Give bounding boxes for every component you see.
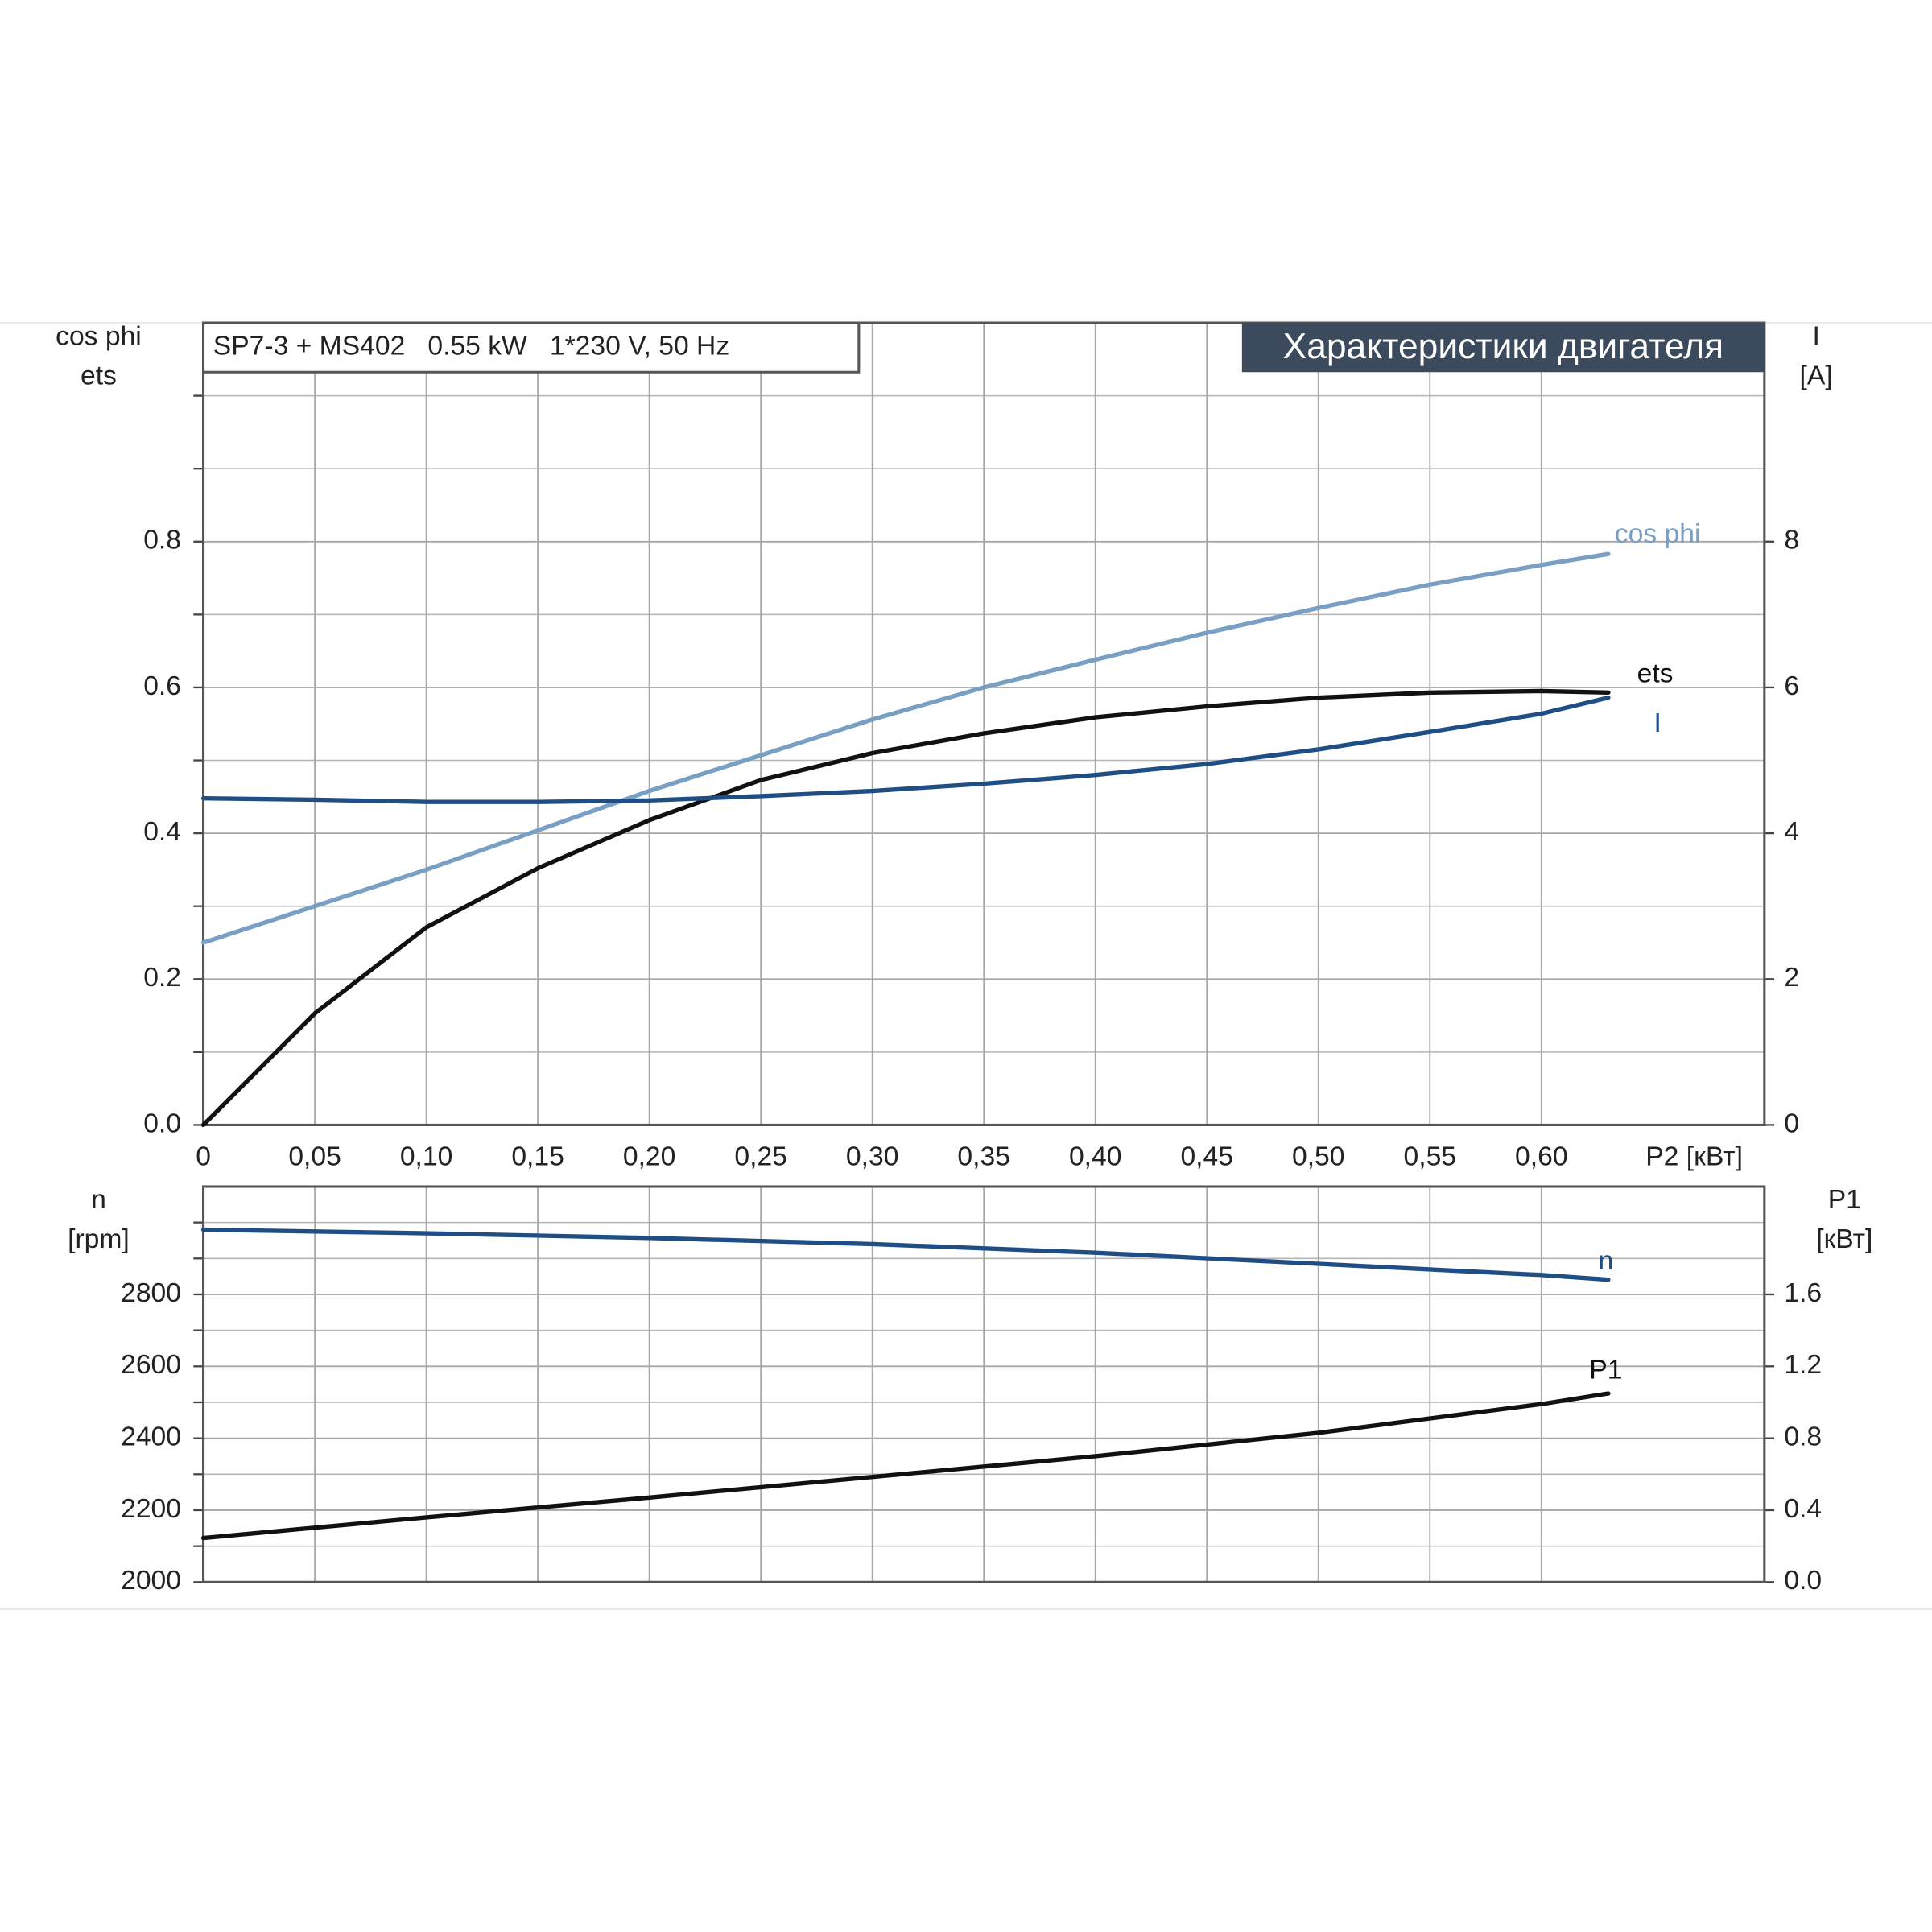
series-label: ets <box>1637 659 1674 689</box>
y-tick-label: 2200 <box>121 1494 181 1524</box>
y2-tick-label: 1.2 <box>1784 1350 1822 1380</box>
series-line <box>200 1391 1611 1541</box>
plot-border <box>202 1185 1766 1583</box>
y-tick-label: 2000 <box>121 1566 181 1596</box>
x-tick-label: 0,10 <box>400 1142 453 1172</box>
x-tick-label: 0,25 <box>734 1142 787 1172</box>
series-label: cos phi <box>1615 519 1701 549</box>
plot-border <box>202 321 1766 1126</box>
y-tick-label: 0.0 <box>143 1108 181 1138</box>
series-line <box>200 551 1611 945</box>
y2-tick-label: 1.6 <box>1784 1278 1822 1308</box>
y2-tick-label: 0.4 <box>1784 1494 1822 1524</box>
chart-subtitle: Характеристики двигателя <box>1283 327 1724 366</box>
series-label: I <box>1653 708 1661 738</box>
y-axis-label: [rpm] <box>68 1224 130 1254</box>
title-box <box>202 321 861 374</box>
x-tick-label: 0,05 <box>288 1142 341 1172</box>
header-box <box>1241 323 1765 373</box>
y-axis-label: cos phi <box>56 321 142 351</box>
y-tick-label: 2800 <box>121 1278 181 1308</box>
series-label: P1 <box>1589 1355 1622 1385</box>
x-tick-label: 0,20 <box>623 1142 676 1172</box>
series-line <box>200 695 1611 804</box>
y2-tick-label: 0.0 <box>1784 1566 1822 1596</box>
x-tick-label: 0,35 <box>957 1142 1010 1172</box>
x-tick-label: 0,15 <box>511 1142 564 1172</box>
chart-title: SP7-3 + MS402 0.55 kW 1*230 V, 50 Hz <box>213 332 729 361</box>
x-tick-label: 0,55 <box>1404 1142 1457 1172</box>
x-tick-label: 0,45 <box>1180 1142 1233 1172</box>
y2-axis-label: [A] <box>1800 361 1833 390</box>
y2-axis-label: P1 <box>1828 1185 1861 1215</box>
x-tick-label: 0,60 <box>1515 1142 1568 1172</box>
x-tick-label: 0,50 <box>1292 1142 1345 1172</box>
y2-tick-label: 2 <box>1784 963 1799 993</box>
y-tick-label: 0.4 <box>143 817 181 847</box>
series-label: n <box>1598 1246 1613 1276</box>
y2-tick-label: 4 <box>1784 817 1799 847</box>
x-tick-label: 0,30 <box>846 1142 899 1172</box>
y2-tick-label: 0.8 <box>1784 1422 1822 1452</box>
y-tick-label: 2400 <box>121 1422 181 1452</box>
y-axis-label: n <box>91 1185 106 1215</box>
y-tick-label: 0.8 <box>143 526 181 555</box>
series-line <box>200 1227 1611 1282</box>
y2-tick-label: 6 <box>1784 671 1799 701</box>
y2-tick-label: 0 <box>1784 1108 1799 1138</box>
y2-axis-label: I <box>1812 321 1819 351</box>
x-tick-label: 0 <box>196 1142 211 1172</box>
y2-axis-label: [кВт] <box>1816 1224 1872 1254</box>
y2-tick-label: 8 <box>1784 526 1799 555</box>
y-tick-label: 0.6 <box>143 671 181 701</box>
x-tick-label: 0,40 <box>1069 1142 1122 1172</box>
y-axis-label: ets <box>80 361 117 390</box>
x-axis-label: P2 [кВт] <box>1645 1142 1743 1172</box>
series-line <box>200 688 1611 1128</box>
y-tick-label: 0.2 <box>143 963 181 993</box>
y-tick-label: 2600 <box>121 1350 181 1380</box>
